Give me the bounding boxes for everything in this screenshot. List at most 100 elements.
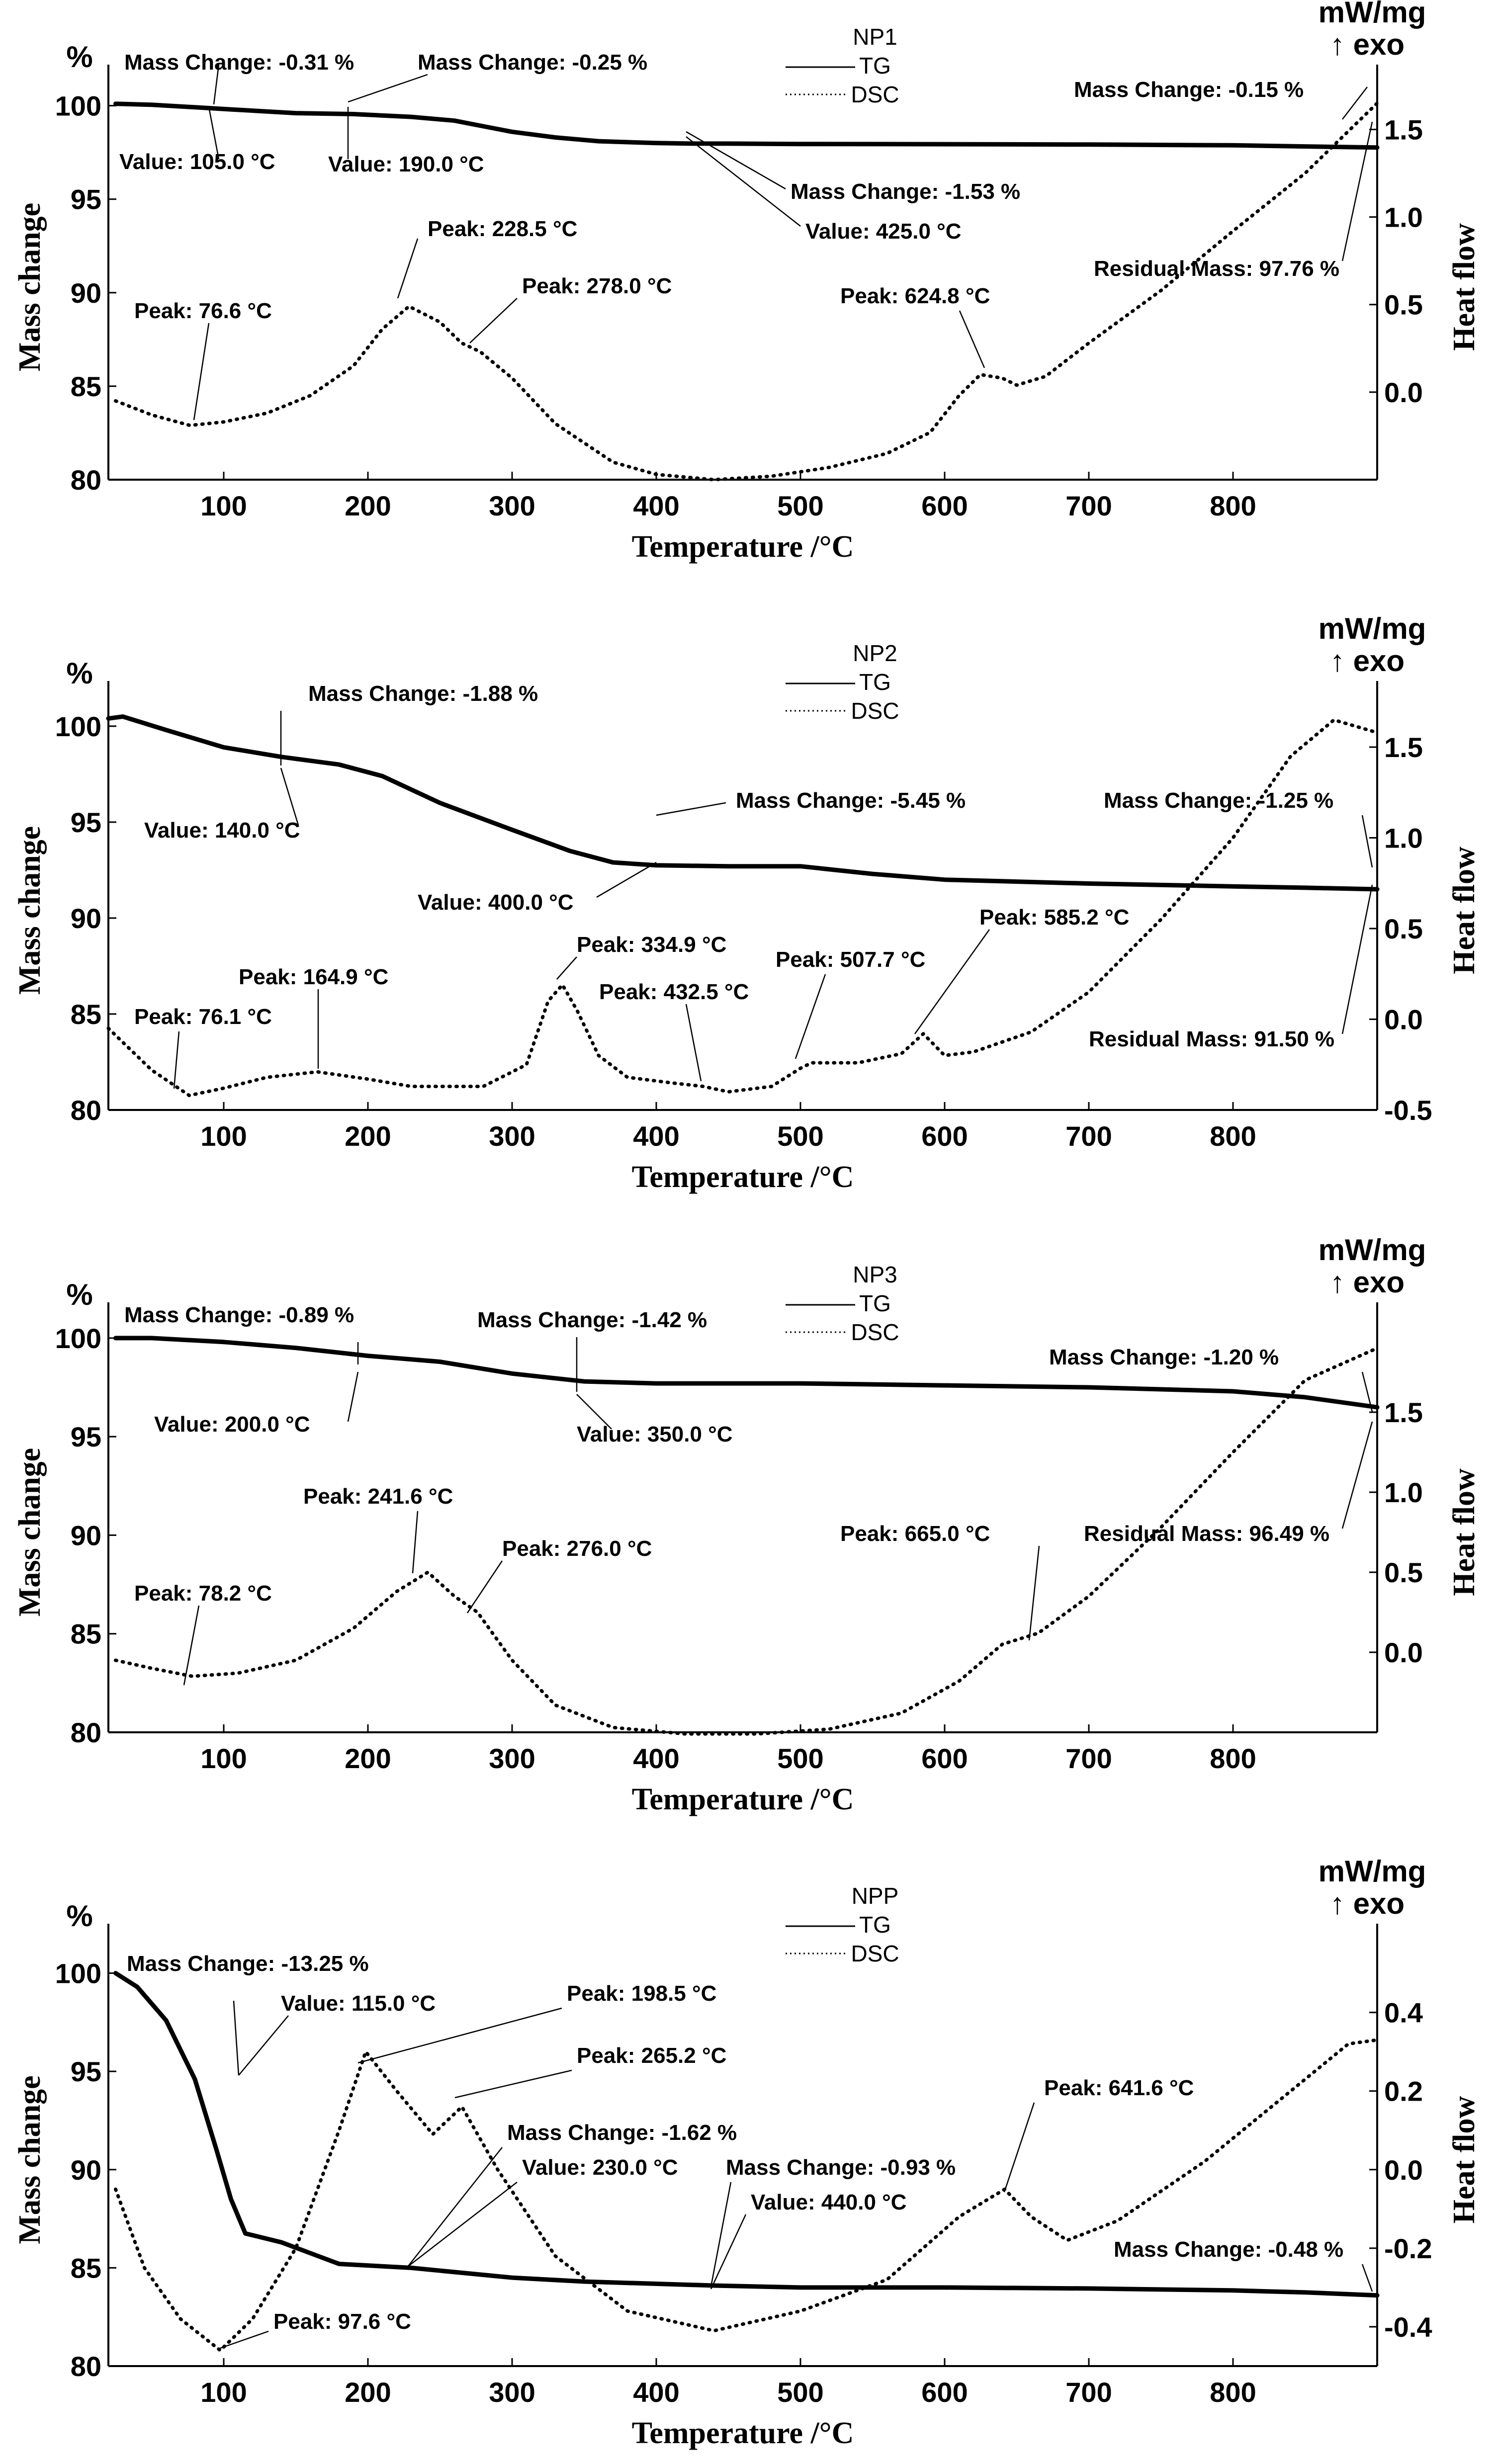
annotation-label: Peak: 76.1 °C bbox=[134, 1005, 272, 1029]
y-left-tick-label: 90 bbox=[71, 1520, 101, 1551]
x-tick-label: 600 bbox=[921, 2377, 968, 2408]
y-left-tick-label: 90 bbox=[71, 903, 101, 934]
x-tick-label: 800 bbox=[1210, 1120, 1256, 1152]
annotation-label: Mass Change: -13.25 % bbox=[127, 1952, 369, 1976]
x-tick-label: 800 bbox=[1210, 490, 1256, 521]
dsc-series-line bbox=[114, 101, 1379, 482]
y-right-tick-label: 0.0 bbox=[1384, 2154, 1423, 2186]
annotation-leader bbox=[1341, 1421, 1373, 1529]
x-axis-title: Temperature /°C bbox=[632, 530, 854, 564]
x-tick-label: 100 bbox=[200, 490, 247, 521]
annotation-leader bbox=[173, 1031, 180, 1089]
annotation-leader bbox=[357, 2007, 562, 2064]
y-left-tick-label: 100 bbox=[55, 1323, 101, 1354]
y-left-axis-title: Mass change bbox=[13, 826, 47, 995]
annotation-leader bbox=[218, 2330, 269, 2350]
y-right-axis-title: Heat flow bbox=[1447, 1468, 1481, 1596]
x-tick-label: 500 bbox=[777, 1743, 823, 1774]
chart-panel-npp: 100 200 300 400 500 600 700 800 80 85 90 95 100 -0.4 -… bbox=[13, 1855, 1481, 2450]
annotation-leader bbox=[556, 956, 577, 980]
annotation-leader bbox=[347, 1371, 359, 1422]
dsc-series-line bbox=[106, 718, 1379, 1098]
annotation-leader bbox=[454, 2069, 572, 2099]
y-left-tick-label: 85 bbox=[71, 999, 101, 1030]
y-right-tick-label: 0.5 bbox=[1384, 913, 1423, 944]
y-right-tick-label: 0.5 bbox=[1384, 1557, 1423, 1588]
x-tick-label: 400 bbox=[633, 1743, 679, 1774]
legend-title: NP3 bbox=[853, 1262, 897, 1287]
annotation-label: Mass Change: -0.31 % bbox=[124, 50, 354, 75]
annotation-leader bbox=[1028, 1545, 1040, 1641]
x-tick-label: 300 bbox=[489, 490, 535, 521]
left-unit-label: % bbox=[66, 1899, 92, 1933]
x-tick-label: 300 bbox=[489, 1743, 535, 1774]
y-right-axis-title: Heat flow bbox=[1447, 2096, 1481, 2224]
x-tick-label: 400 bbox=[633, 1120, 679, 1152]
annotation-leader bbox=[280, 767, 299, 826]
annotation-label: Peak: 432.5 °C bbox=[599, 980, 749, 1004]
annotation-leader bbox=[183, 1605, 200, 1686]
right-unit-label: mW/mg bbox=[1319, 0, 1426, 29]
y-right-tick-label: 0.2 bbox=[1384, 2076, 1423, 2107]
annotation-leader bbox=[1341, 121, 1373, 261]
x-tick-label: 300 bbox=[489, 2377, 535, 2408]
x-tick-label: 100 bbox=[200, 1743, 247, 1774]
annotation-leader bbox=[656, 802, 726, 816]
annotation-label: Mass Change: -1.25 % bbox=[1104, 788, 1333, 813]
y-left-tick-label: 80 bbox=[71, 1095, 101, 1126]
annotation-leader bbox=[1342, 86, 1368, 120]
y-left-tick-label: 85 bbox=[71, 1618, 101, 1650]
annotation-leader bbox=[686, 131, 786, 190]
exo-label: ↑ exo bbox=[1330, 644, 1405, 678]
left-unit-label: % bbox=[66, 657, 92, 690]
y-right-tick-label: 0.0 bbox=[1384, 1637, 1423, 1668]
legend-dsc-label: DSC bbox=[851, 698, 899, 724]
annotation-leader bbox=[959, 310, 985, 368]
tg-series-line bbox=[113, 1336, 1380, 1410]
legend-title: NP2 bbox=[853, 640, 897, 666]
annotation-leader bbox=[1341, 884, 1373, 1034]
annotation-leader bbox=[469, 298, 518, 343]
y-right-tick-label: 1.0 bbox=[1384, 202, 1423, 233]
x-tick-label: 700 bbox=[1065, 2377, 1112, 2408]
annotation-leader bbox=[348, 74, 428, 103]
annotation-leader bbox=[710, 2214, 747, 2290]
annotation-label: Peak: 278.0 °C bbox=[522, 274, 672, 298]
legend-dsc-label: DSC bbox=[851, 1319, 899, 1345]
annotation-label: Peak: 164.9 °C bbox=[239, 965, 388, 989]
legend-dsc-label: DSC bbox=[851, 1941, 899, 1966]
legend-title: NP1 bbox=[853, 24, 897, 50]
annotation-label: Residual Mass: 91.50 % bbox=[1089, 1027, 1334, 1051]
annotation-leader bbox=[193, 323, 210, 421]
legend-tg-label: TG bbox=[859, 1912, 891, 1938]
x-tick-label: 200 bbox=[345, 1743, 391, 1774]
x-tick-label: 200 bbox=[345, 2377, 391, 2408]
y-left-axis-title: Mass change bbox=[13, 2075, 47, 2244]
annotation-leader bbox=[238, 2015, 289, 2076]
annotation-label: Peak: 585.2 °C bbox=[979, 905, 1129, 930]
annotation-leader bbox=[208, 106, 220, 160]
right-unit-label: mW/mg bbox=[1319, 1855, 1426, 1888]
y-left-axis-title: Mass change bbox=[13, 203, 47, 371]
y-left-tick-label: 90 bbox=[71, 2154, 101, 2186]
tg-series-line bbox=[106, 714, 1380, 892]
y-left-tick-label: 85 bbox=[71, 371, 101, 402]
x-tick-label: 600 bbox=[921, 1120, 968, 1152]
y-left-tick-label: 100 bbox=[55, 1958, 101, 1989]
x-tick-label: 300 bbox=[489, 1120, 535, 1152]
annotation-leader bbox=[576, 1394, 612, 1430]
annotation-leader bbox=[412, 1511, 419, 1574]
x-tick-label: 500 bbox=[777, 2377, 823, 2408]
y-left-tick-label: 95 bbox=[71, 184, 101, 215]
exo-label: ↑ exo bbox=[1330, 28, 1405, 61]
annotation-leader bbox=[233, 2000, 240, 2076]
annotation-label: Value: 190.0 °C bbox=[328, 152, 484, 176]
y-right-tick-label: -0.5 bbox=[1384, 1095, 1432, 1126]
y-left-tick-label: 80 bbox=[71, 1717, 101, 1748]
x-tick-label: 500 bbox=[777, 1120, 823, 1152]
x-tick-label: 600 bbox=[921, 490, 968, 521]
y-right-tick-label: 1.5 bbox=[1384, 732, 1423, 763]
x-tick-label: 800 bbox=[1210, 2377, 1256, 2408]
annotation-label: Value: 200.0 °C bbox=[154, 1412, 310, 1437]
